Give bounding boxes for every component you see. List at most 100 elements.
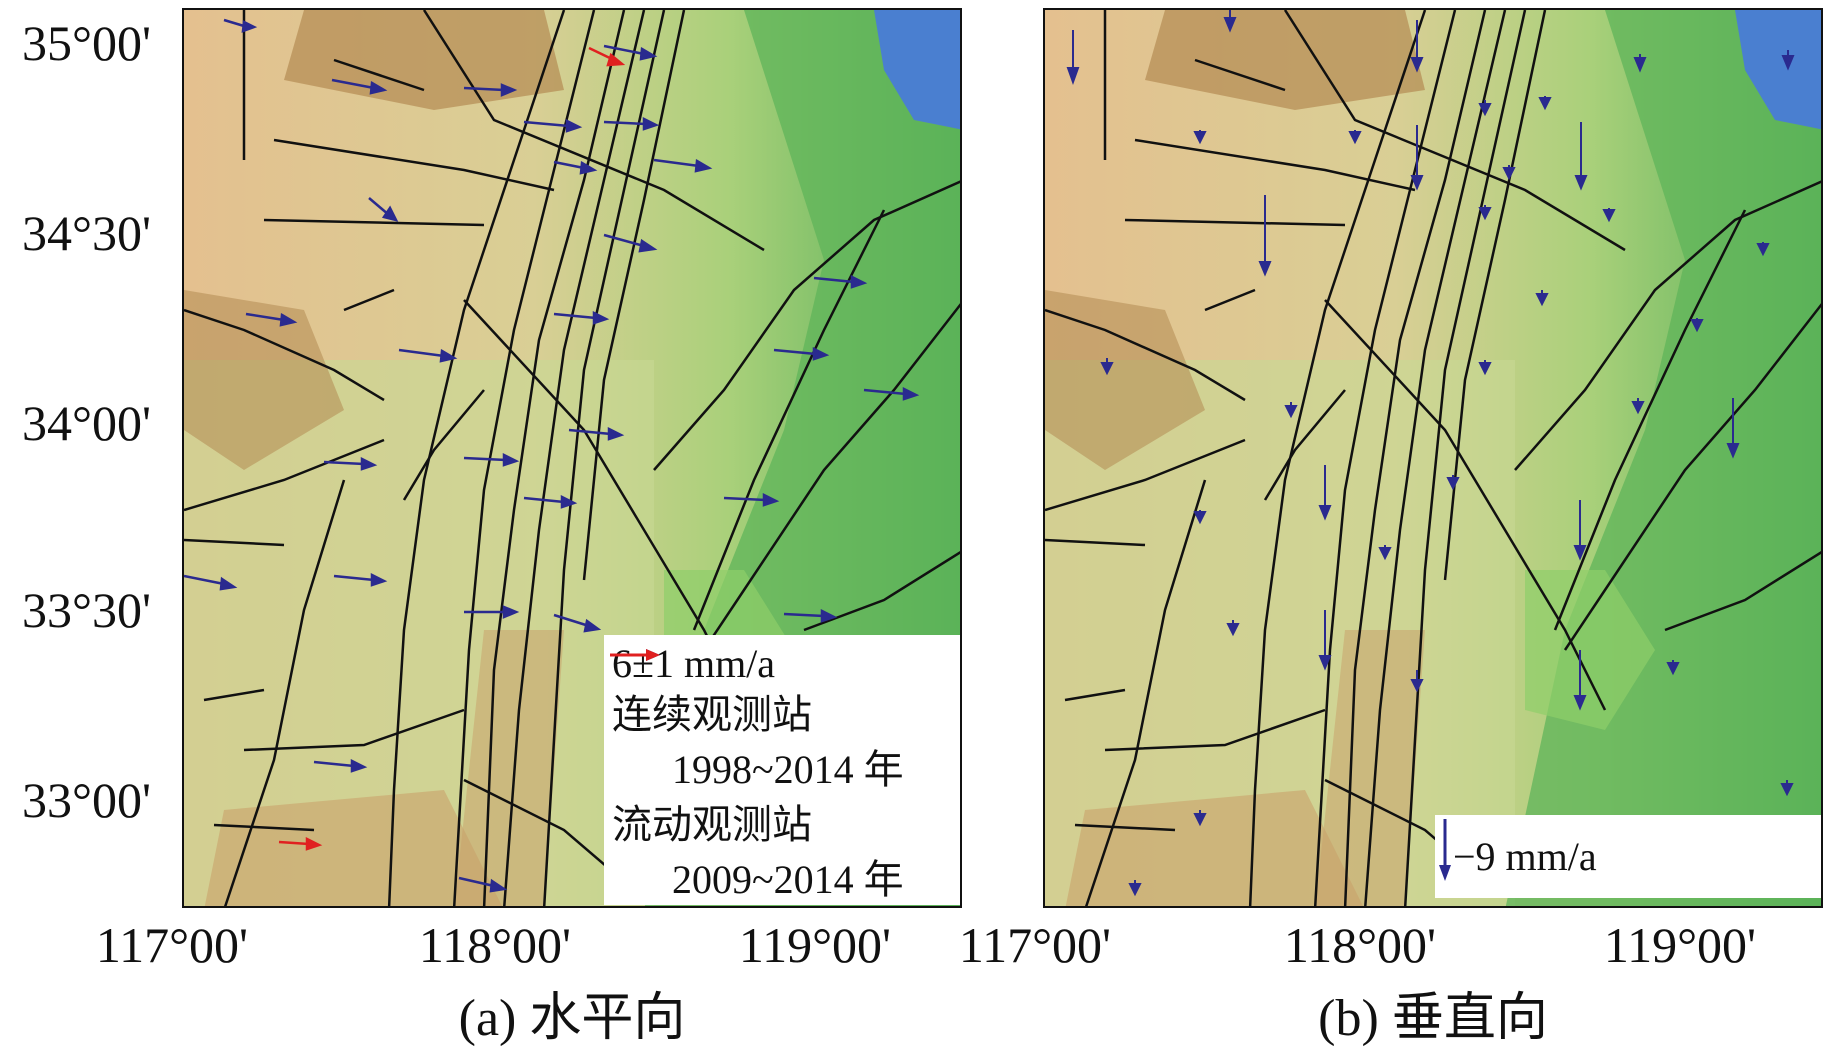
map-panel-vertical: −9 mm/a — [1043, 8, 1823, 908]
vertical-arrow — [1780, 780, 1794, 797]
vertical-arrow — [1193, 130, 1207, 145]
vertical-arrow — [1574, 122, 1588, 191]
continuous-station-arrow — [184, 574, 238, 591]
vertical-arrow — [1573, 650, 1587, 711]
mobile-arrow-icon — [610, 649, 660, 661]
continuous-station-arrow — [223, 18, 258, 33]
continuous-station-arrow — [368, 197, 399, 222]
continuous-station-arrow — [553, 160, 598, 175]
vertical-arrow — [1535, 290, 1549, 307]
vertical-arrow — [1602, 208, 1616, 223]
continuous-station-arrow — [603, 44, 658, 61]
vertical-arrow — [1633, 54, 1647, 73]
lon-label-a-118: 118°00' — [418, 917, 572, 973]
continuous-station-arrow — [773, 346, 830, 361]
vertical-arrow — [1410, 20, 1424, 73]
legend-row-mobile: 流动观测站 — [610, 649, 956, 852]
vertical-arrow — [1410, 125, 1424, 191]
sea-water — [874, 10, 960, 130]
vertical-arrow — [1756, 242, 1770, 257]
hills-south — [1065, 790, 1363, 906]
lat-label-34-30: 34°30' — [22, 205, 152, 261]
vertical-station-arrows — [1066, 10, 1795, 897]
continuous-station-arrow — [398, 348, 458, 363]
vertical-arrow — [1318, 610, 1332, 671]
vertical-arrow — [1100, 358, 1114, 376]
mobile-station-arrow — [278, 836, 323, 851]
legend-continuous-period: 1998~2014 年 — [672, 747, 904, 792]
station-arrows — [184, 18, 920, 893]
hills-south — [204, 790, 502, 906]
legend-mobile-label: 流动观测站 — [612, 801, 812, 847]
lon-label-b-119: 119°00' — [1603, 917, 1757, 973]
hills-west — [1045, 290, 1205, 470]
legend-row-continuous: 连续观测站 — [610, 649, 956, 742]
continuous-station-arrow — [553, 310, 610, 325]
sea-water — [1735, 10, 1821, 130]
lon-label-b-118: 118°00' — [1283, 917, 1437, 973]
mobile-station-arrows — [278, 46, 626, 851]
vertical-arrow — [1193, 510, 1207, 525]
hills-central — [454, 630, 564, 906]
vertical-arrow — [1478, 100, 1492, 117]
continuous-station-arrow — [603, 116, 660, 131]
lon-label-a-119: 119°00' — [738, 917, 892, 973]
continuous-station-arrow — [653, 158, 713, 173]
continuous-station-arrow — [313, 758, 368, 773]
lon-label-a-117: 117°00' — [95, 917, 249, 973]
lat-label-34-00: 34°00' — [22, 395, 152, 451]
legend-vertical: −9 mm/a — [1435, 815, 1821, 898]
continuous-station-arrow — [331, 78, 388, 95]
continuous-station-arrow — [523, 494, 578, 509]
vertical-arrow — [1478, 360, 1492, 376]
lat-label-33-30: 33°30' — [22, 582, 152, 638]
continuous-station-arrow — [863, 386, 920, 401]
vertical-arrow — [1631, 398, 1645, 415]
vertical-arrow — [1410, 670, 1424, 693]
vertical-arrow — [1446, 475, 1460, 491]
continuous-station-arrow — [603, 233, 658, 253]
caption-vertical: (b) 垂直向 — [1318, 990, 1548, 1047]
continuous-station-arrow — [464, 605, 520, 619]
vertical-arrow — [1378, 545, 1392, 561]
vertical-arrow — [1502, 165, 1516, 181]
continuous-station-arrow — [523, 118, 583, 133]
vertical-arrow — [1348, 130, 1362, 145]
vertical-arrow — [1223, 10, 1237, 33]
lon-label-b-117: 117°00' — [958, 917, 1112, 973]
hills-north — [1145, 10, 1425, 110]
map-panel-horizontal: 6±1 mm/a 连续观测站 1998~2014 年 流动观测站 2009~20… — [182, 8, 962, 908]
hills-west — [184, 290, 344, 470]
vertical-arrow — [1478, 205, 1492, 221]
mobile-station-arrow — [588, 46, 626, 67]
continuous-station-arrow — [568, 426, 625, 441]
lat-label-33-00: 33°00' — [22, 772, 152, 828]
vertical-arrow-icon — [1439, 819, 1451, 881]
vertical-arrow — [1690, 318, 1704, 333]
hills-central — [1315, 630, 1425, 906]
legend-vertical-rate: −9 mm/a — [1453, 833, 1597, 879]
continuous-station-arrow — [723, 492, 780, 507]
terrain-map-vertical — [1045, 10, 1821, 906]
vertical-arrow — [1128, 880, 1142, 897]
continuous-station-arrow — [463, 452, 520, 467]
vertical-arrow — [1284, 402, 1298, 419]
caption-horizontal: (a) 水平向 — [458, 990, 686, 1047]
continuous-station-arrow — [323, 456, 378, 471]
vertical-arrow — [1226, 620, 1240, 637]
vertical-arrow — [1726, 398, 1740, 459]
continuous-station-arrow — [245, 312, 298, 327]
vertical-arrow — [1066, 30, 1080, 85]
vertical-arrow — [1666, 660, 1680, 676]
continuous-station-arrow — [813, 274, 868, 289]
vertical-arrow — [1193, 810, 1207, 827]
continuous-station-arrow — [463, 83, 518, 97]
vertical-arrow — [1318, 465, 1332, 521]
vertical-arrow — [1573, 500, 1587, 561]
continuous-station-arrow — [783, 608, 838, 623]
vertical-arrow — [1258, 195, 1272, 277]
continuous-station-arrow — [333, 572, 388, 587]
lat-label-35-00: 35°00' — [22, 15, 152, 71]
vertical-arrow — [1781, 50, 1795, 71]
legend-continuous-label: 连续观测站 — [612, 691, 812, 737]
